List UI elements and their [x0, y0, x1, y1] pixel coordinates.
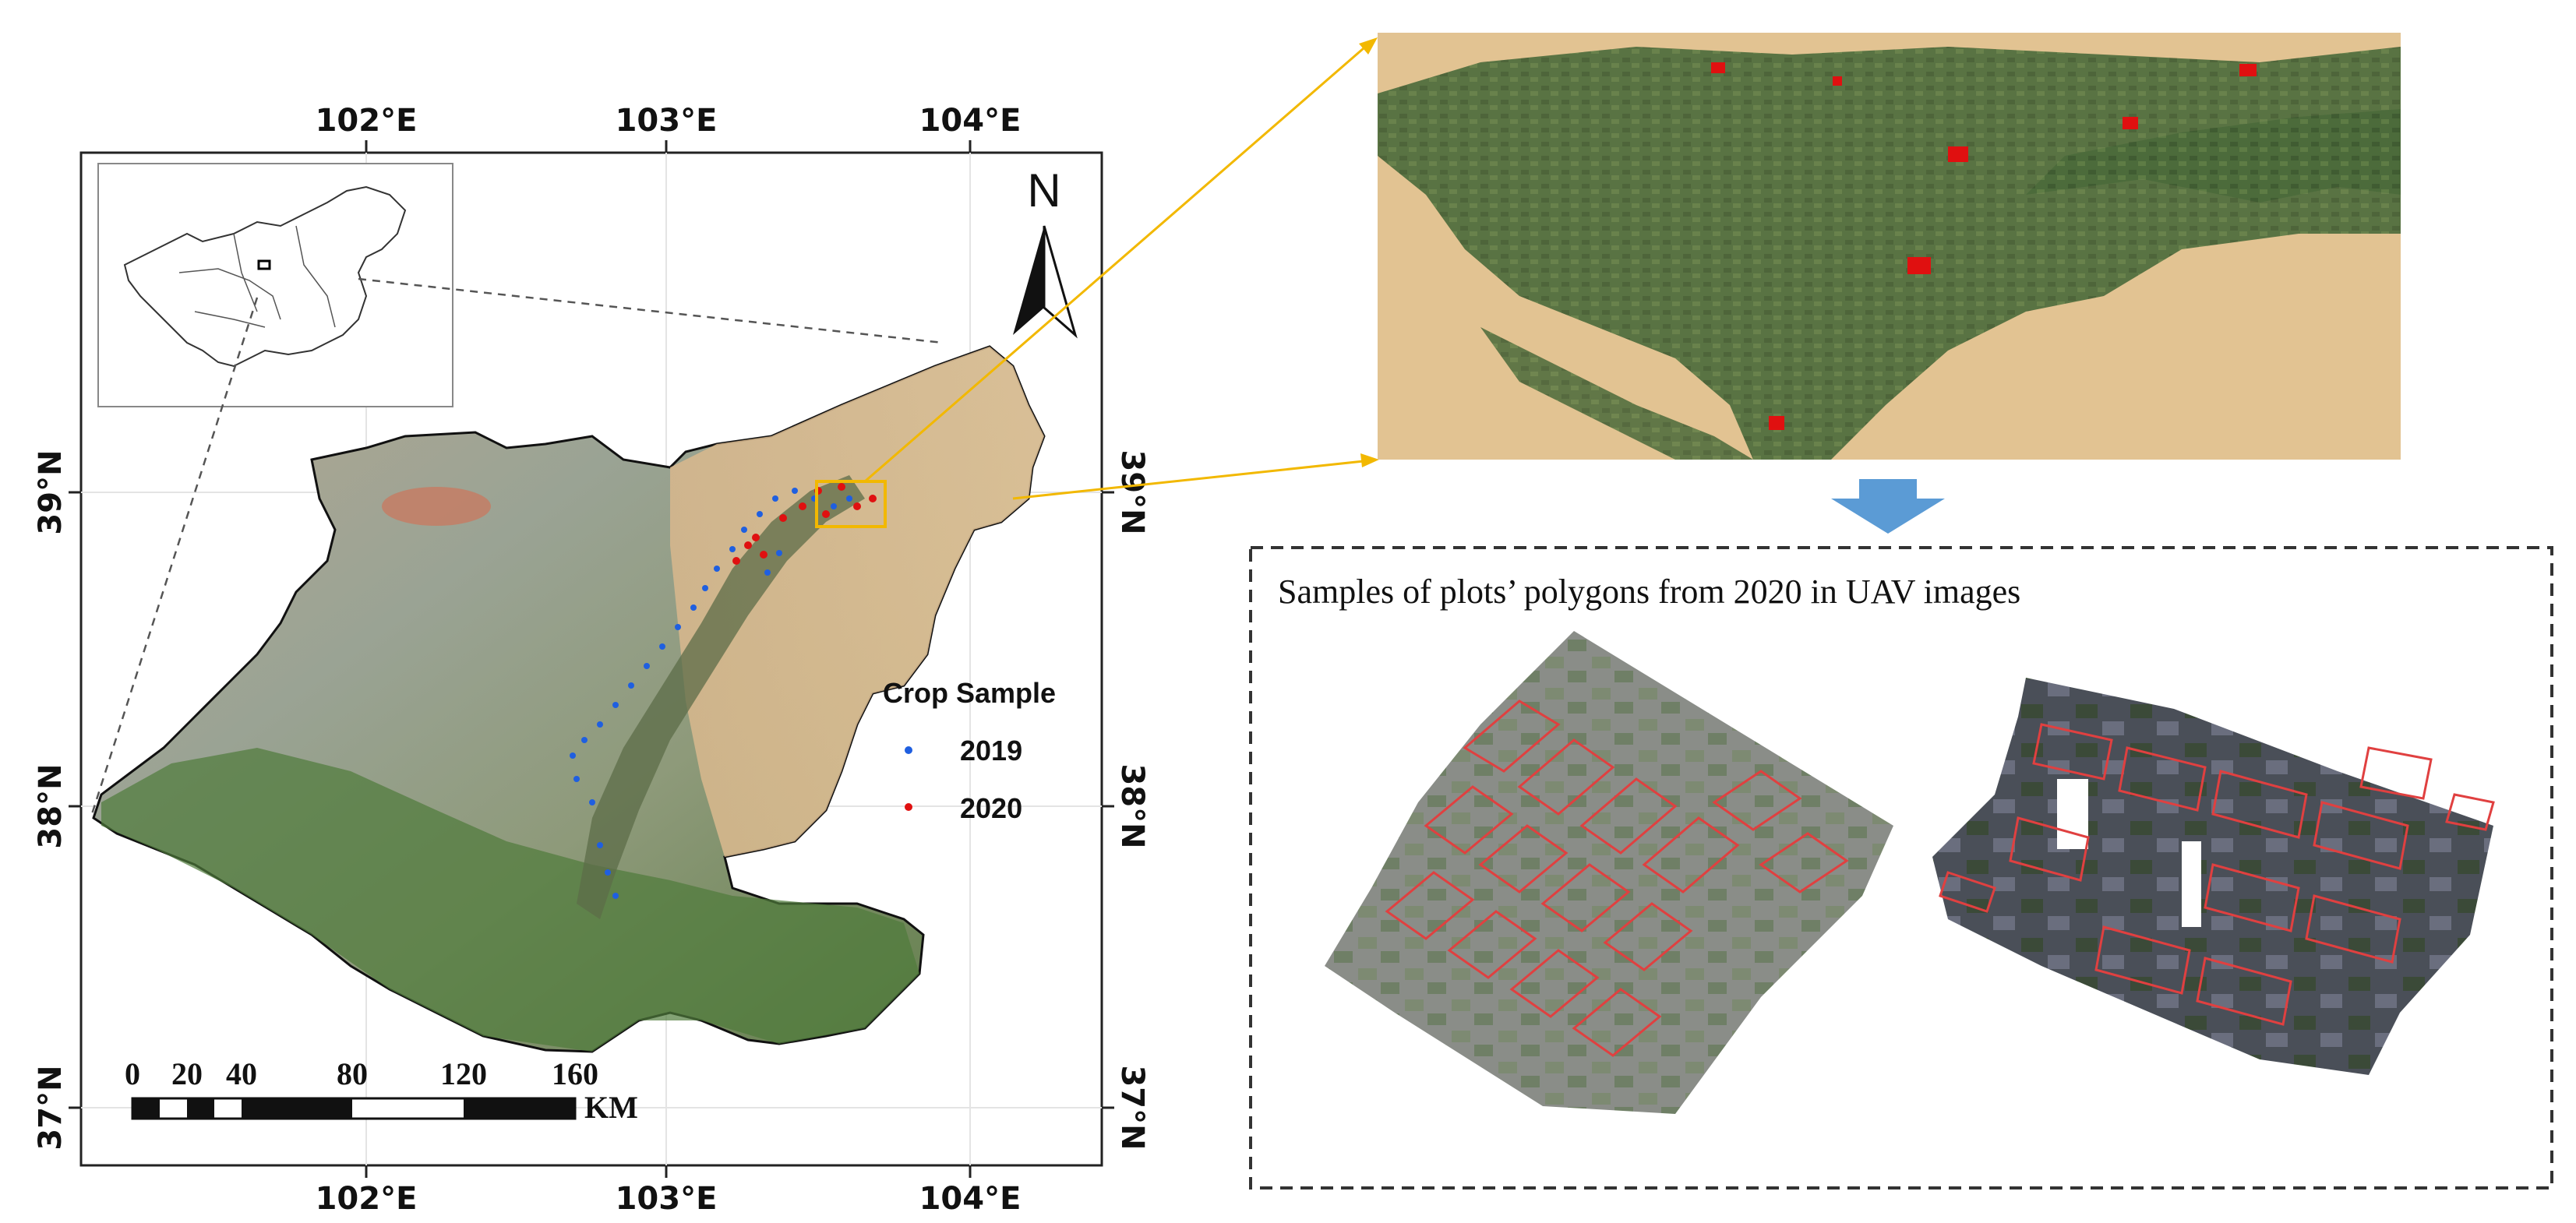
- lat-tick-left-37: 37°N: [33, 1065, 69, 1150]
- scale-label-80: 80: [337, 1056, 368, 1091]
- tick-marks: [69, 140, 1114, 1178]
- lat-tick-left-38: 38°N: [33, 763, 69, 848]
- scale-unit: KM: [584, 1090, 638, 1125]
- desert-region: [670, 347, 1044, 857]
- lat-tick-left-39: 39°N: [33, 449, 69, 534]
- lon-tick-top-103: 103°E: [616, 103, 718, 139]
- zoom-extent-box: [815, 480, 887, 528]
- study-area-locator: [257, 259, 271, 270]
- uav-right-gap-1: [2057, 779, 2088, 849]
- legend-label-2020: 2020: [960, 792, 1022, 824]
- lat-tick-right-38: 38°N: [1114, 763, 1150, 848]
- zoom-connector-arrows: [864, 37, 1379, 500]
- uav-image-left: [1325, 631, 1893, 1114]
- lon-tick-top-102: 102°E: [316, 103, 418, 139]
- uav-panel-caption: Samples of plots’ polygons from 2020 in …: [1278, 573, 2020, 611]
- scale-label-20: 20: [171, 1056, 203, 1091]
- scale-label-0: 0: [125, 1056, 140, 1091]
- scale-bar: 0 20 40 80 120 160 KM: [125, 1056, 638, 1125]
- scale-label-40: 40: [226, 1056, 257, 1091]
- uav-right-plot-polygons: [1939, 723, 2495, 1026]
- inset-connector-bottom: [90, 297, 259, 815]
- north-arrow: N: [1013, 164, 1078, 339]
- legend: Crop Sample 2019 2020: [883, 677, 1056, 824]
- lon-tick-bottom-104: 104°E: [919, 1181, 1022, 1217]
- legend-title: Crop Sample: [883, 677, 1056, 709]
- uav-right-gap-2: [2182, 841, 2201, 927]
- oasis-corridor: [577, 475, 865, 919]
- red-terrain-patch: [382, 487, 491, 526]
- sample-points-2019: [570, 488, 852, 899]
- legend-marker-2019: [905, 746, 912, 754]
- uav-left-plot-polygons: [1385, 700, 1849, 1057]
- lat-tick-right-37: 37°N: [1114, 1065, 1150, 1150]
- china-locator-inset: [97, 163, 453, 407]
- lon-tick-bottom-102: 102°E: [316, 1181, 418, 1217]
- scale-label-160: 160: [552, 1056, 598, 1091]
- legend-label-2019: 2019: [960, 735, 1022, 767]
- china-outline: [123, 185, 407, 368]
- down-arrow: [1831, 479, 1945, 534]
- north-label: N: [1027, 164, 1060, 217]
- satellite-zoom-panel: [1378, 33, 2401, 460]
- satellite-sample-markers: [1711, 62, 2257, 430]
- lon-tick-top-104: 104°E: [919, 103, 1022, 139]
- uav-image-right: [1932, 678, 2495, 1075]
- mountain-region: [101, 748, 919, 1052]
- lat-tick-right-39: 39°N: [1114, 449, 1150, 534]
- legend-marker-2020: [905, 803, 912, 811]
- study-area-map: N 102°E 103°E 104°E 102°E 103°E 104°E 39…: [33, 103, 1150, 1217]
- lon-tick-bottom-103: 103°E: [616, 1181, 718, 1217]
- uav-samples-panel: Samples of plots’ polygons from 2020 in …: [1249, 546, 2553, 1190]
- scale-label-120: 120: [440, 1056, 487, 1091]
